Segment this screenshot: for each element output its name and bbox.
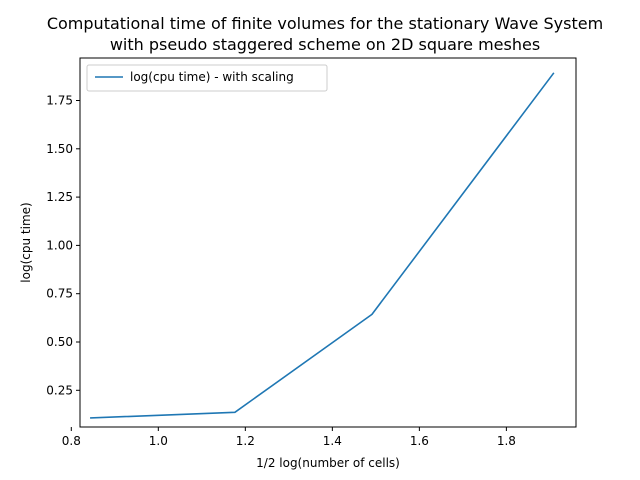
plot-area [90, 72, 555, 419]
x-tick-label: 1.0 [149, 434, 168, 448]
chart-title-line-1: Computational time of finite volumes for… [47, 14, 603, 33]
x-axis-label: 1/2 log(number of cells) [256, 456, 400, 470]
axes-frame [79, 57, 577, 428]
y-tick-label: 1.25 [46, 190, 73, 204]
x-axis-ticks: 0.8 1.0 1.2 1.4 1.6 1.8 [62, 427, 516, 448]
chart-title-line-2: with pseudo staggered scheme on 2D squar… [110, 35, 540, 54]
series-line-0 [90, 72, 555, 419]
x-tick-label: 1.2 [236, 434, 255, 448]
y-tick-label: 0.25 [46, 383, 73, 397]
y-axis-ticks: 0.25 0.50 0.75 1.00 1.25 1.50 1.75 [46, 94, 80, 397]
y-tick-label: 1.50 [46, 142, 73, 156]
legend-box [86, 64, 328, 92]
x-tick-label: 1.4 [323, 434, 342, 448]
x-tick-label: 1.6 [410, 434, 429, 448]
y-tick-label: 0.50 [46, 335, 73, 349]
x-tick-label: 0.8 [62, 434, 81, 448]
y-tick-label: 1.00 [46, 238, 73, 252]
legend: log(cpu time) - with scaling [86, 64, 328, 92]
legend-entry-label: log(cpu time) - with scaling [130, 70, 294, 84]
x-tick-label: 1.8 [497, 434, 516, 448]
y-tick-label: 1.75 [46, 94, 73, 108]
y-tick-label: 0.75 [46, 287, 73, 301]
y-axis-label: log(cpu time) [19, 202, 33, 282]
